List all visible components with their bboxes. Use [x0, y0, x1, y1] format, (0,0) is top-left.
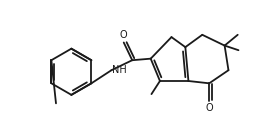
Text: O: O: [205, 103, 213, 113]
Text: O: O: [120, 30, 127, 40]
Text: NH: NH: [112, 65, 127, 75]
